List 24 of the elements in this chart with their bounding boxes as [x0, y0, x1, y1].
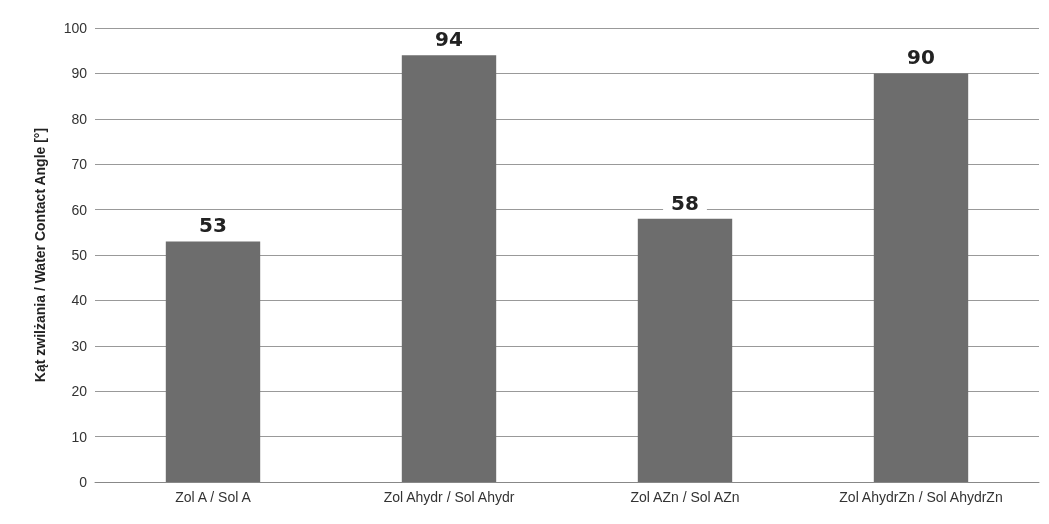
- y-tick-label: 0: [79, 474, 88, 490]
- bar: [401, 55, 497, 482]
- x-tick-label: Zol AZn / Sol AZn: [630, 489, 740, 505]
- data-label: 94: [435, 27, 463, 52]
- y-tick-label: 90: [71, 65, 88, 82]
- y-axis-title: Kąt zwilżania / Water Contact Angle [°]: [32, 127, 48, 383]
- data-label: 58: [671, 190, 699, 215]
- y-tick-label: 40: [71, 292, 88, 309]
- data-label: 53: [199, 213, 227, 238]
- bar: [637, 218, 733, 482]
- y-tick-label: 60: [71, 201, 88, 218]
- bar: [873, 73, 969, 482]
- y-tick-label: 70: [71, 156, 88, 173]
- y-tick-label: 10: [71, 428, 88, 445]
- y-tick-label: 80: [71, 110, 88, 127]
- y-tick-label: 100: [63, 20, 88, 36]
- bar: [165, 241, 261, 482]
- y-tick-label: 50: [71, 247, 88, 263]
- x-tick-label: Zol A / Sol A: [175, 489, 252, 505]
- x-tick-label: Zol Ahydr / Sol Ahydr: [383, 489, 515, 505]
- x-tick-label: Zol AhydrZn / Sol AhydrZn: [839, 489, 1003, 505]
- y-tick-label: 20: [71, 383, 88, 400]
- data-label: 90: [907, 45, 935, 70]
- y-tick-label: 30: [71, 337, 88, 354]
